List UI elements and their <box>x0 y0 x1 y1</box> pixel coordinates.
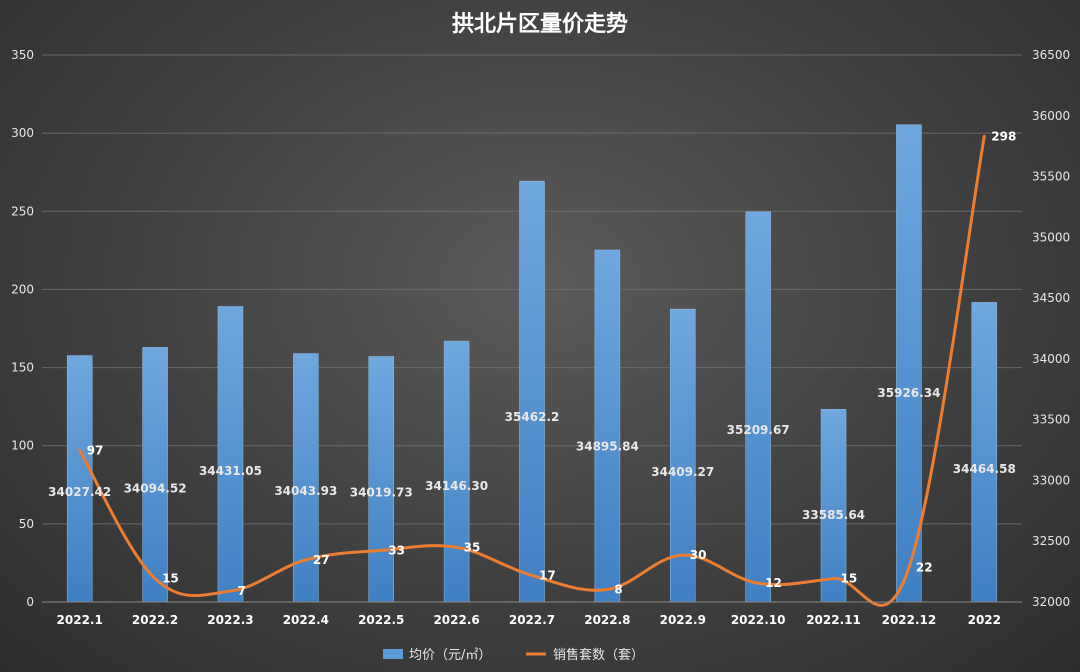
x-tick-label: 2022.11 <box>806 613 861 627</box>
bar-data-label: 34409.27 <box>651 465 714 479</box>
line-data-label: 15 <box>841 572 858 586</box>
bar <box>971 302 998 603</box>
bar <box>594 249 621 603</box>
bar-data-label: 34431.05 <box>199 464 262 478</box>
line-point <box>681 553 685 557</box>
bar-data-label: 34895.84 <box>576 440 639 454</box>
right-tick-label: 36500 <box>1032 48 1070 62</box>
left-tick-label: 150 <box>11 361 34 375</box>
line-data-label: 7 <box>237 584 245 598</box>
left-tick-label: 200 <box>11 282 34 296</box>
x-tick-label: 2022.5 <box>358 613 404 627</box>
right-tick-label: 32500 <box>1032 534 1070 548</box>
right-tick-label: 35500 <box>1032 170 1070 184</box>
line-data-label: 30 <box>690 548 707 562</box>
x-tick-label: 2022.6 <box>433 613 479 627</box>
left-y-axis: 0 50 100 150 200 250 300 350 <box>11 48 34 609</box>
legend-line-label: 销售套数（套） <box>553 647 644 663</box>
right-tick-label: 32000 <box>1032 595 1070 609</box>
left-tick-label: 350 <box>11 48 34 62</box>
line-data-label: 15 <box>162 572 179 586</box>
x-tick-label: 2022 <box>968 613 1001 627</box>
bar <box>217 306 244 603</box>
bar <box>896 124 922 603</box>
legend-bar-swatch <box>383 649 403 659</box>
bar-data-label: 34146.30 <box>425 479 488 493</box>
x-tick-label: 2022.10 <box>731 613 786 627</box>
bar <box>519 180 545 603</box>
x-tick-label: 2022.8 <box>584 613 630 627</box>
line-point <box>78 448 82 452</box>
bar-data-label: 34019.73 <box>350 485 413 499</box>
right-tick-label: 33000 <box>1032 473 1070 487</box>
left-tick-label: 50 <box>19 517 34 531</box>
bar <box>66 355 93 603</box>
line-point <box>605 587 609 591</box>
line-data-label: 17 <box>539 568 556 582</box>
bar-series <box>66 124 998 603</box>
line-point <box>153 577 157 581</box>
bar-data-label: 35209.67 <box>727 423 790 437</box>
line-data-label: 97 <box>87 443 104 457</box>
line-point <box>982 134 986 138</box>
left-tick-label: 100 <box>11 439 34 453</box>
bar <box>443 340 470 603</box>
bar <box>820 409 847 603</box>
x-tick-label: 2022.1 <box>57 613 103 627</box>
right-y-axis: 32000 32500 33000 33500 34000 34500 35000 35500… <box>1032 48 1070 609</box>
bar <box>670 308 696 603</box>
line-point <box>455 545 459 549</box>
bar-data-label: 35926.34 <box>877 386 940 400</box>
right-tick-label: 34500 <box>1032 291 1070 305</box>
x-tick-label: 2022.9 <box>660 613 706 627</box>
bar <box>745 211 771 603</box>
bar-data-label: 34043.93 <box>274 484 337 498</box>
chart-title: 拱北片区量价走势 <box>452 11 628 37</box>
line-data-label: 12 <box>765 576 782 590</box>
right-tick-label: 33500 <box>1032 413 1070 427</box>
legend: 均价（元/㎡） 销售套数（套） <box>383 647 644 663</box>
x-tick-label: 2022.4 <box>283 613 329 627</box>
left-tick-label: 300 <box>11 126 34 140</box>
bar-data-labels: 34027.42 34094.52 34431.05 34043.93 34019.73… <box>48 386 1016 522</box>
left-tick-label: 250 <box>11 204 34 218</box>
bar <box>142 347 168 603</box>
line-series <box>78 134 986 607</box>
left-tick-label: 0 <box>26 595 34 609</box>
bar-data-label: 34094.52 <box>124 482 187 496</box>
line-point <box>228 589 232 593</box>
bar-data-label: 33585.64 <box>802 508 865 522</box>
line-data-label: 22 <box>916 561 933 575</box>
x-axis: 2022.1 2022.2 2022.3 2022.4 2022.5 2022.6 2022… <box>42 601 1022 627</box>
line-data-label: 35 <box>464 540 481 554</box>
line-data-label: 298 <box>991 129 1016 143</box>
bar-data-label: 35462.2 <box>505 410 560 424</box>
line-data-label: 33 <box>388 543 405 557</box>
line-data-label: 27 <box>313 553 330 567</box>
line-point <box>907 566 911 570</box>
legend-bar-label: 均价（元/㎡） <box>409 648 491 663</box>
x-tick-label: 2022.7 <box>509 613 555 627</box>
bar-data-label: 34027.42 <box>48 485 111 499</box>
line-point <box>756 581 760 585</box>
line-point <box>379 548 383 552</box>
line-data-labels: 97 15 7 27 33 35 17 8 30 12 15 22 298 <box>87 129 1017 598</box>
right-tick-label: 35000 <box>1032 230 1070 244</box>
x-tick-label: 2022.3 <box>207 613 253 627</box>
x-tick-label: 2022.2 <box>132 613 178 627</box>
right-tick-label: 34000 <box>1032 352 1070 366</box>
line-data-label: 8 <box>614 582 622 596</box>
bar <box>368 356 394 603</box>
line-point <box>530 573 534 577</box>
bar-data-label: 34464.58 <box>953 462 1016 476</box>
right-tick-label: 36000 <box>1032 109 1070 123</box>
line-point <box>832 577 836 581</box>
line-point <box>304 558 308 562</box>
x-tick-label: 2022.12 <box>882 613 937 627</box>
